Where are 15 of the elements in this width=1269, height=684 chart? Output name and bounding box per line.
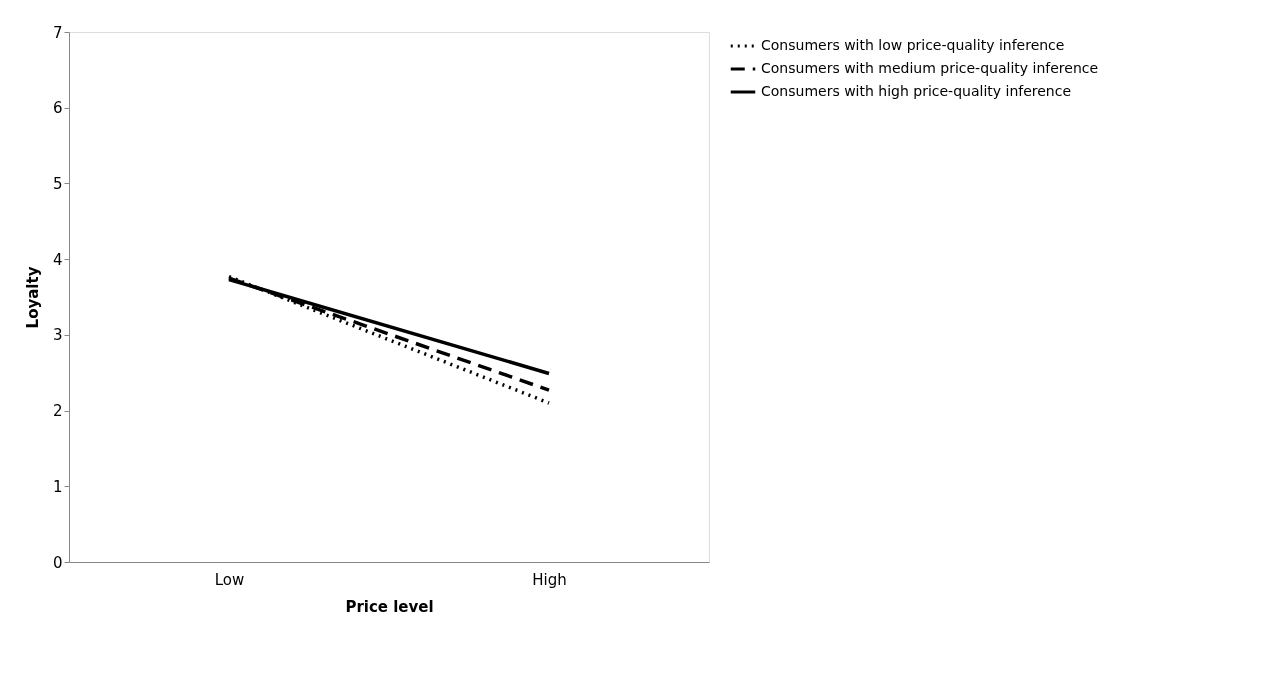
y-tick-label: 0: [52, 553, 63, 572]
y-tick-label: 1: [52, 477, 63, 496]
legend-label: Consumers with medium price-quality inference: [761, 60, 1099, 76]
y-tick-label: 6: [52, 99, 63, 118]
legend-label: Consumers with high price-quality inference: [761, 83, 1072, 99]
y-tick-label: 3: [52, 326, 63, 345]
y-tick-label: 4: [52, 250, 63, 269]
legend-label: Consumers with low price-quality inference: [761, 37, 1065, 53]
x-tick-label: High: [532, 570, 567, 589]
y-tick-label: 7: [52, 23, 63, 42]
x-axis-title: Price level: [345, 597, 434, 616]
y-tick-label: 2: [52, 402, 63, 421]
x-tick-label: Low: [214, 570, 245, 589]
y-axis-title: Loyalty: [23, 266, 42, 329]
y-tick-label: 5: [52, 174, 63, 193]
